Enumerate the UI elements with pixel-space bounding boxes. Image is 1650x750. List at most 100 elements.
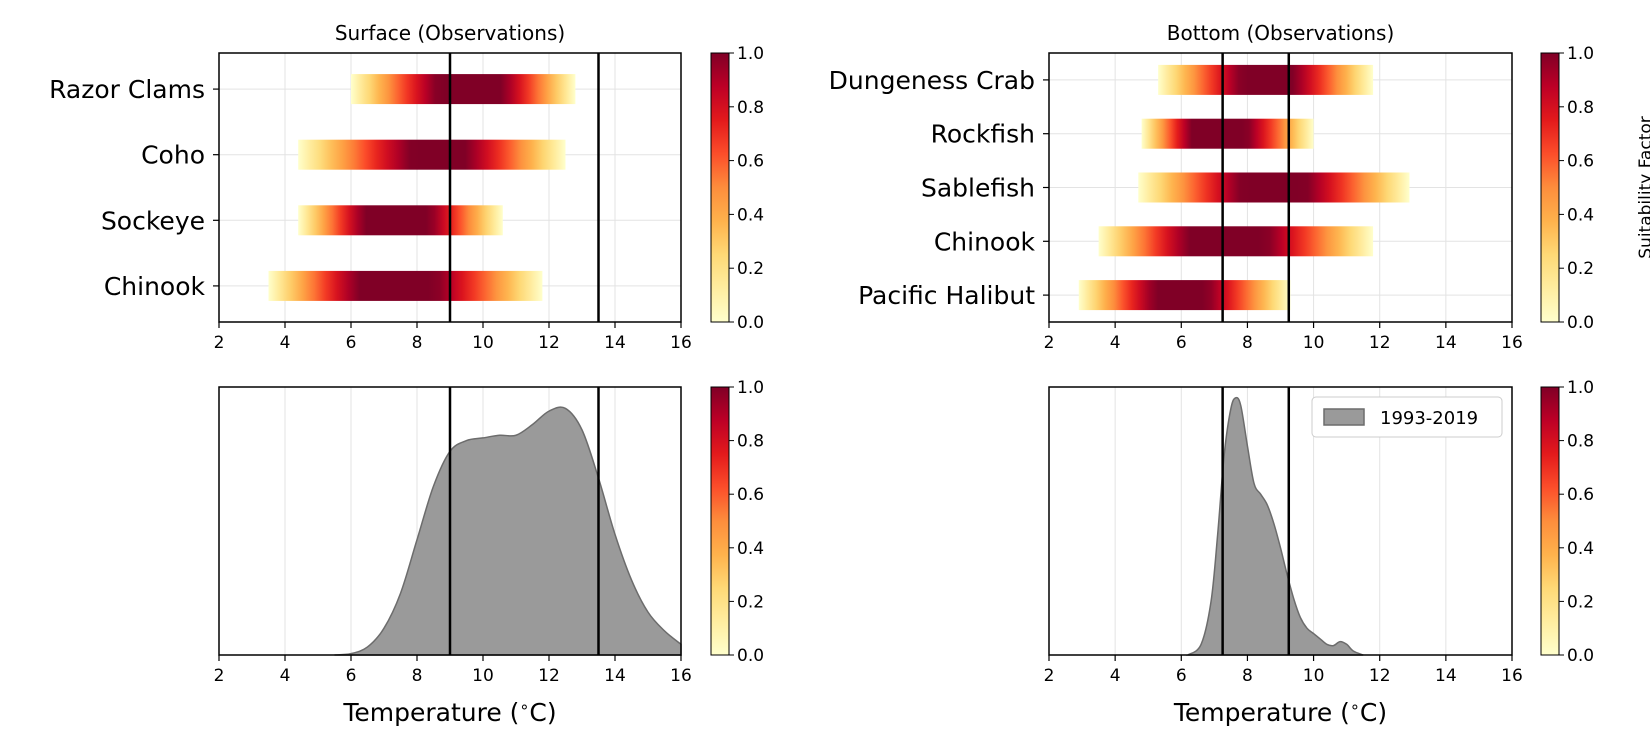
axes-frame [218, 52, 682, 323]
colorbar: 0.0 0.2 0.4 0.6 0.8 1.0 [710, 44, 764, 333]
panel-surface-observations: Surface (Observations) Razor Clams Coho Soc… [49, 21, 764, 353]
legend: 1993-2019 [1311, 396, 1503, 438]
suitability-bar-sablefish [1138, 172, 1410, 203]
legend-swatch [1323, 408, 1365, 426]
x-tick-label: 16 [670, 666, 692, 686]
x-tick-label: 14 [1435, 333, 1457, 353]
x-tick-label: 6 [346, 666, 357, 686]
x-tick-label: 12 [1369, 666, 1391, 686]
y-tick-label: Chinook [934, 227, 1036, 256]
colorbar: 0.0 0.2 0.4 0.6 0.8 1.0 [710, 378, 764, 666]
temperature-distribution-area [1185, 396, 1364, 656]
colorbar-tick-label: 0.6 [1567, 152, 1594, 172]
colorbar-tick-label: 0.2 [737, 592, 764, 612]
x-tick-label: 16 [1501, 333, 1523, 353]
temperature-distribution-area [334, 406, 682, 656]
suitability-bar-sockeye [298, 205, 503, 236]
x-tick-label: 16 [670, 333, 692, 353]
colorbar-tick-label: 1.0 [737, 378, 764, 398]
colorbar-tick-label: 1.0 [1567, 378, 1594, 398]
x-tick-label: 2 [214, 333, 225, 353]
colorbar-tick-label: 0.6 [737, 485, 764, 505]
colorbar-gradient [710, 386, 730, 656]
x-tick-label: 2 [214, 666, 225, 686]
y-tick-label: Razor Clams [49, 75, 205, 104]
x-tick-label: 12 [538, 333, 560, 353]
x-tick-label: 14 [1435, 666, 1457, 686]
suitability-bar-pacific-halibut [1078, 280, 1291, 311]
colorbar-tick-label: 0.6 [737, 152, 764, 172]
panel-title: Surface (Observations) [335, 21, 565, 45]
x-tick-label: 14 [604, 666, 626, 686]
x-axis-label: Temperature (∘C) [342, 697, 556, 727]
legend-label: 1993-2019 [1380, 408, 1478, 429]
colorbar-tick-label: 0.8 [1567, 98, 1594, 118]
legend-box [1311, 396, 1503, 438]
x-tick-label: 2 [1044, 666, 1055, 686]
colorbar: 0.0 0.2 0.4 0.6 0.8 1.0 Suitability Factor [1540, 44, 1650, 333]
suitability-bar-razor-clams [351, 74, 576, 105]
panel-title: Bottom (Observations) [1167, 21, 1395, 45]
x-tick-label: 8 [412, 666, 423, 686]
x-axis-label: Temperature (∘C) [1173, 697, 1387, 727]
colorbar-tick-label: 0.2 [1567, 259, 1594, 279]
colorbar-tick-label: 0.2 [1567, 592, 1594, 612]
colorbar-label: Suitability Factor [1636, 116, 1650, 259]
y-tick-label: Pacific Halibut [858, 281, 1035, 310]
y-tick-label: Sockeye [101, 206, 205, 235]
colorbar-tick-label: 0.2 [737, 259, 764, 279]
colorbar-tick-label: 0.8 [1567, 432, 1594, 452]
panel-bottom-distribution: 1993-2019 2 4 6 8 10 12 14 16 Temperature (∘C) 0.0… [1044, 378, 1594, 727]
colorbar-tick-label: 0.0 [1567, 646, 1594, 666]
axes-frame [1048, 386, 1513, 656]
axes-frame [1048, 52, 1513, 323]
colorbar-gradient [1540, 386, 1560, 656]
x-tick-label: 6 [1176, 666, 1187, 686]
colorbar: 0.0 0.2 0.4 0.6 0.8 1.0 [1540, 378, 1594, 666]
colorbar-tick-label: 0.6 [1567, 485, 1594, 505]
colorbar-tick-label: 0.0 [1567, 313, 1594, 333]
colorbar-tick-label: 1.0 [737, 44, 764, 64]
panel-bottom-observations: Bottom (Observations) Dungeness Crab Rockf… [829, 21, 1650, 353]
axes-frame [218, 386, 682, 656]
x-tick-label: 10 [1303, 666, 1325, 686]
x-tick-label: 10 [1303, 333, 1325, 353]
suitability-bar-rockfish [1141, 118, 1314, 149]
x-tick-label: 14 [604, 333, 626, 353]
colorbar-gradient [710, 52, 730, 323]
x-tick-label: 4 [280, 333, 291, 353]
colorbar-gradient [1540, 52, 1560, 323]
colorbar-tick-label: 0.4 [737, 205, 764, 225]
colorbar-tick-label: 1.0 [1567, 44, 1594, 64]
y-tick-label: Coho [141, 141, 205, 170]
x-tick-label: 2 [1044, 333, 1055, 353]
x-tick-label: 16 [1501, 666, 1523, 686]
suitability-bar-chinook [1098, 226, 1374, 257]
colorbar-tick-label: 0.4 [1567, 539, 1594, 559]
x-tick-label: 10 [472, 333, 494, 353]
x-tick-label: 8 [1242, 333, 1253, 353]
colorbar-tick-label: 0.8 [737, 432, 764, 452]
x-tick-label: 8 [1242, 666, 1253, 686]
colorbar-tick-label: 0.8 [737, 98, 764, 118]
colorbar-tick-label: 0.4 [737, 539, 764, 559]
x-tick-label: 12 [1369, 333, 1391, 353]
panel-surface-distribution: 2 4 6 8 10 12 14 16 Temperature (∘C) 0.0 0.2 0.4 0.6… [214, 378, 764, 727]
y-tick-label: Dungeness Crab [829, 66, 1035, 95]
suitability-bar-dungeness-crab [1158, 64, 1374, 95]
x-tick-label: 6 [346, 333, 357, 353]
x-tick-label: 12 [538, 666, 560, 686]
colorbar-tick-label: 0.0 [737, 646, 764, 666]
suitability-bar-coho [298, 139, 566, 170]
colorbar-tick-label: 0.0 [737, 313, 764, 333]
x-tick-label: 4 [1110, 333, 1121, 353]
y-tick-label: Rockfish [931, 120, 1035, 149]
x-tick-label: 8 [412, 333, 423, 353]
x-tick-label: 6 [1176, 333, 1187, 353]
x-tick-label: 4 [1110, 666, 1121, 686]
suitability-bar-chinook [268, 270, 543, 301]
x-tick-label: 4 [280, 666, 291, 686]
y-tick-label: Sablefish [921, 174, 1035, 203]
x-tick-label: 10 [472, 666, 494, 686]
